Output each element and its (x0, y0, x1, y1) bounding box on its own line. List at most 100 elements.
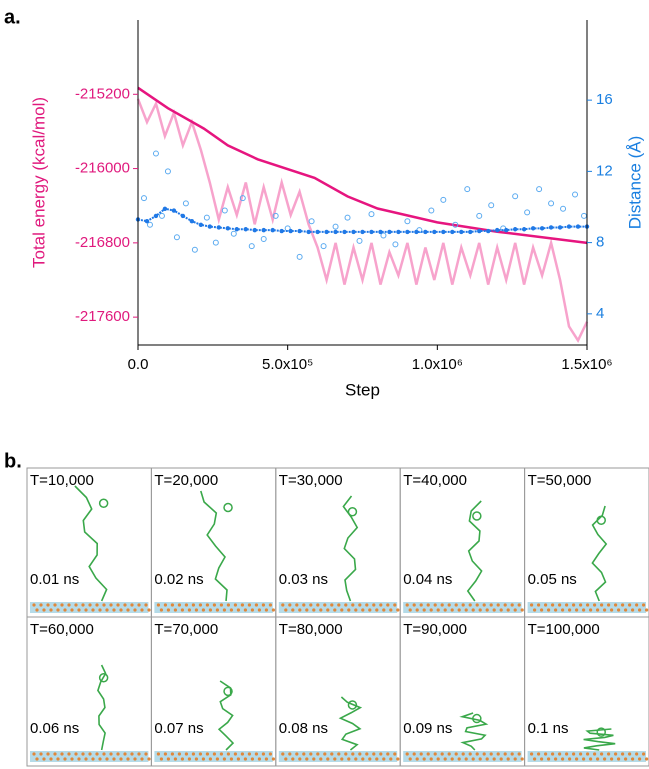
surface-atom (482, 752, 486, 756)
surface-atom (492, 757, 496, 761)
surface-atom (610, 757, 614, 761)
distance-average-dot (333, 229, 338, 235)
distance-point (221, 207, 228, 214)
polymer-chain (74, 485, 108, 602)
surface-atom (84, 757, 88, 761)
distance-point (296, 253, 303, 260)
surface-atom (631, 608, 635, 612)
surface-atom (568, 608, 572, 612)
surface-atom (98, 608, 102, 612)
surface-atom (140, 757, 144, 761)
surface-atom (243, 608, 247, 612)
distance-average-dot (261, 227, 266, 233)
surface-atom (642, 603, 646, 607)
distance-point (230, 230, 237, 237)
surface-atom (268, 752, 272, 756)
distance-average-line (137, 207, 587, 233)
surface-atom (586, 603, 590, 607)
surface-atom (471, 608, 475, 612)
surface-atom (268, 603, 272, 607)
distance-average-dot (297, 228, 302, 234)
polymer-chain (466, 500, 483, 602)
surface-atom (240, 752, 244, 756)
surface-atom (533, 757, 537, 761)
surface-atom (126, 608, 130, 612)
distance-average-dot (162, 206, 168, 211)
surface-atom (105, 757, 109, 761)
frame-duration: 0.04 ns (403, 571, 452, 588)
surface-atom (600, 603, 604, 607)
energy-average (137, 86, 588, 245)
surface-atom (372, 603, 376, 607)
surface-atom (436, 608, 440, 612)
frame-duration: 0.03 ns (279, 571, 328, 588)
distance-point (380, 232, 387, 239)
surface-atom (133, 608, 137, 612)
surface (30, 751, 149, 762)
surface-atom (166, 757, 170, 761)
x-tick-label: 1.0x10⁶ (412, 356, 463, 373)
surface-atom (254, 603, 258, 607)
surface-atom (489, 752, 493, 756)
surface-atom (130, 752, 134, 756)
surface-atom (607, 752, 611, 756)
surface-atom (39, 752, 43, 756)
distance-average-dot (189, 219, 195, 224)
frame-duration: 0.09 ns (403, 720, 452, 737)
surface-atom (226, 603, 230, 607)
surface-atom (530, 752, 534, 756)
distance-point (272, 212, 279, 219)
surface-atom (496, 752, 500, 756)
panel-label: b. (4, 450, 22, 472)
distance-average-dot (512, 227, 518, 232)
surface-atom (81, 752, 85, 756)
surface-atom (49, 608, 53, 612)
surface-atom (503, 603, 507, 607)
surface-atom (621, 603, 625, 607)
surface-atom (544, 752, 548, 756)
surface-atom (537, 752, 541, 756)
distance-point (428, 207, 435, 214)
surface-atom (551, 752, 555, 756)
surface-atom (319, 757, 323, 761)
surface-atom (645, 608, 649, 612)
y-axis-title: Total energy (kcal/mol) (29, 97, 48, 268)
frame-time: T=20,000 (154, 472, 218, 489)
surface-atom (375, 608, 379, 612)
surface-atom (319, 608, 323, 612)
surface-atom (635, 603, 639, 607)
polymer-chain (97, 664, 107, 751)
surface-atom (506, 608, 510, 612)
surface-atom (81, 603, 85, 607)
frame-duration: 0.1 ns (528, 720, 569, 737)
surface-atom (240, 603, 244, 607)
surface-atom (485, 757, 489, 761)
surface-atom (492, 608, 496, 612)
surface-atom (415, 608, 419, 612)
surface-atom (219, 752, 223, 756)
polymer-coil (596, 515, 606, 525)
surface-atom (468, 603, 472, 607)
distance-average-dot (216, 225, 222, 230)
surface-atom (468, 752, 472, 756)
surface-atom (271, 608, 275, 612)
surface-atom (261, 603, 265, 607)
surface-atom (173, 608, 177, 612)
distance-average-dot (270, 227, 275, 233)
surface-atom (264, 608, 268, 612)
surface-atom (408, 608, 412, 612)
surface-atom (147, 608, 151, 612)
surface-atom (250, 608, 254, 612)
y2-tick-label: 16 (596, 91, 613, 108)
surface-atom (337, 603, 341, 607)
surface-atom (489, 603, 493, 607)
surface-atom (575, 608, 579, 612)
surface-atom (35, 608, 39, 612)
surface-atom (233, 603, 237, 607)
surface-atom (281, 752, 285, 756)
surface-atom (330, 752, 334, 756)
surface-atom (365, 603, 369, 607)
surface-atom (396, 757, 400, 761)
surface-atom (344, 603, 348, 607)
distance-average-dot (288, 228, 293, 234)
